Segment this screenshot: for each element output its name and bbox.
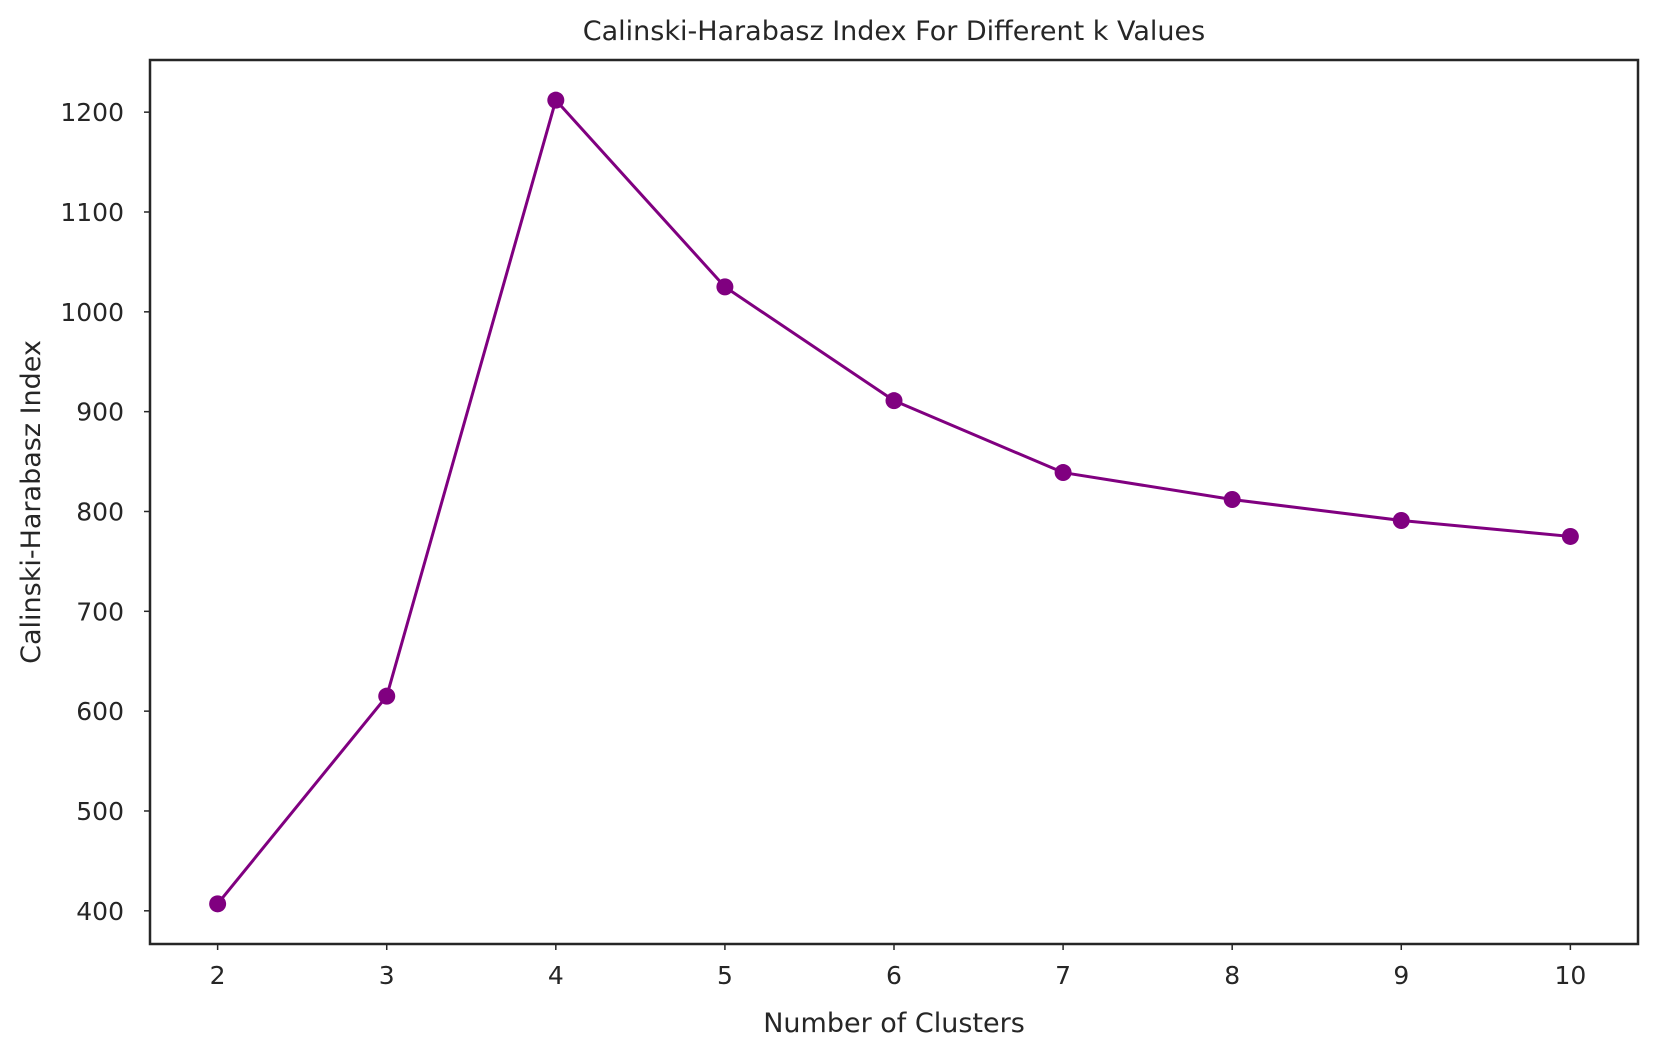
x-tick-label: 10 (1554, 961, 1586, 990)
y-axis-label: Calinski-Harabasz Index (16, 340, 47, 664)
y-tick-label: 800 (76, 497, 124, 526)
y-tick-label: 400 (76, 897, 124, 926)
y-tick-label: 500 (76, 797, 124, 826)
plot-area: 2 3 4 5 6 7 8 9 10 400 500 600 700 800 900 1000 1100 1200 (60, 58, 1640, 990)
data-point (209, 895, 227, 913)
x-tick-label: 9 (1393, 961, 1409, 990)
y-tick-label: 600 (76, 697, 124, 726)
y-tick-label: 1100 (60, 198, 124, 227)
y-tick-label: 1000 (60, 298, 124, 327)
data-point (716, 278, 734, 296)
y-tick-label: 900 (76, 398, 124, 427)
data-point (1223, 491, 1241, 509)
plot-frame (148, 58, 1640, 946)
x-tick-label: 8 (1224, 961, 1240, 990)
data-point (1392, 511, 1410, 529)
x-tick-label: 7 (1055, 961, 1071, 990)
x-tick-label: 2 (210, 961, 226, 990)
x-axis-label: Number of Clusters (763, 1008, 1025, 1039)
data-point (1054, 464, 1072, 482)
y-tick-label: 700 (76, 597, 124, 626)
x-tick-label: 5 (717, 961, 733, 990)
chart-title: Calinski-Harabasz Index For Different k … (583, 16, 1205, 47)
data-point (378, 687, 396, 705)
x-tick-label: 3 (379, 961, 395, 990)
y-tick-label: 1200 (60, 98, 124, 127)
x-tick-label: 4 (548, 961, 564, 990)
x-tick-label: 6 (886, 961, 902, 990)
series-line (216, 98, 1571, 905)
data-point (885, 392, 903, 410)
data-point (547, 91, 565, 109)
data-point (1561, 527, 1579, 545)
